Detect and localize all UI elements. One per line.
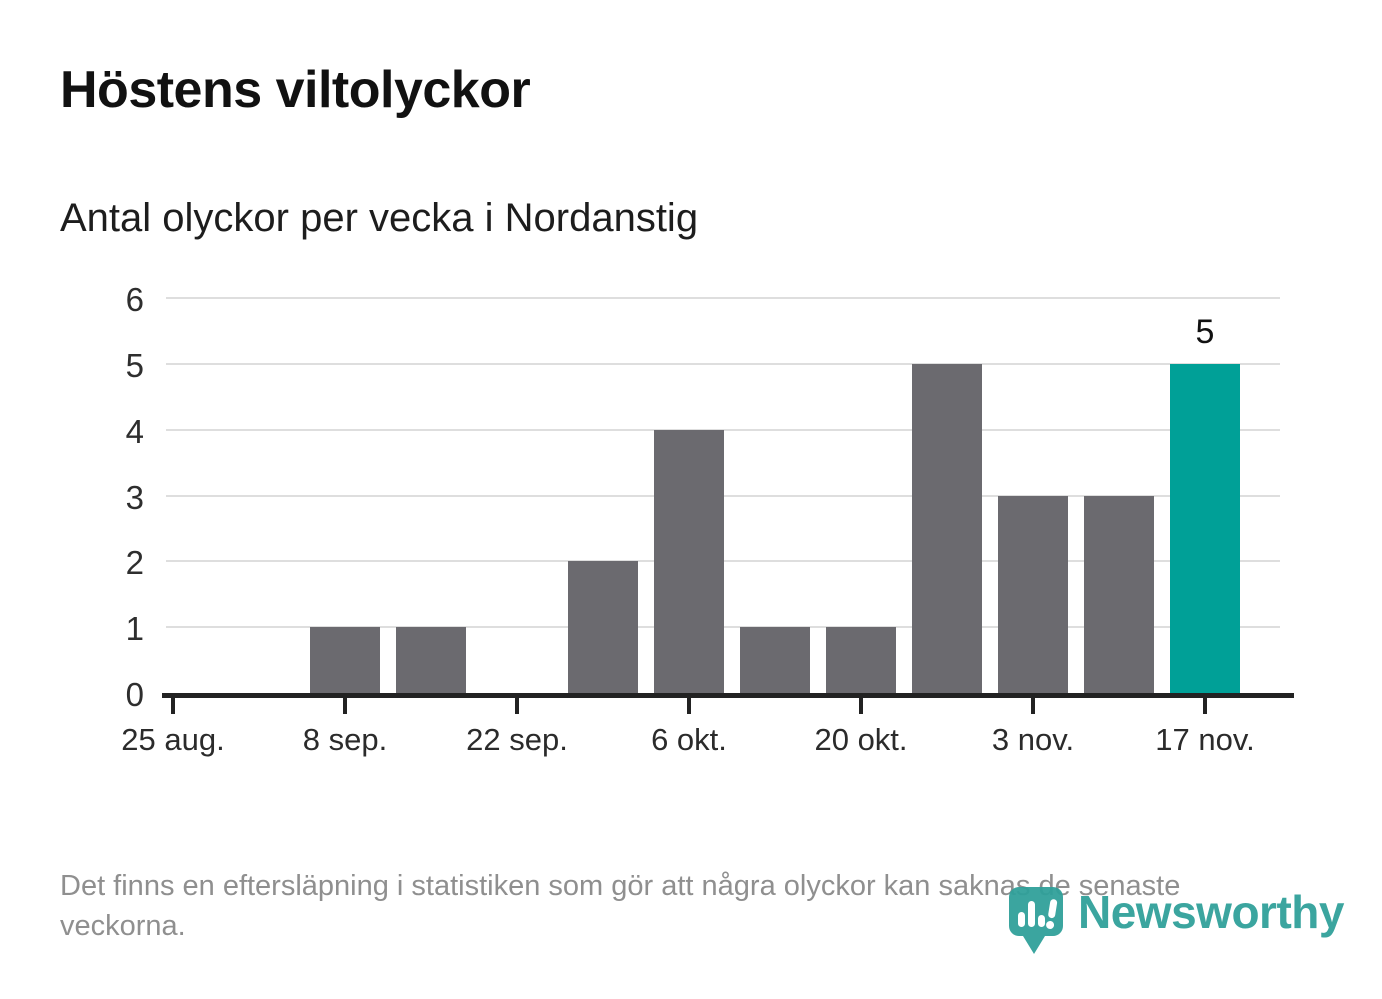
chart-subtitle: Antal olyckor per vecka i Nordanstig (60, 196, 699, 240)
newsworthy-logo: Newsworthy (1008, 886, 1344, 956)
bar (740, 627, 810, 693)
x-axis-label-3: 22 sep. (466, 722, 568, 757)
x-axis-label-5: 20 okt. (814, 722, 908, 757)
y-axis-label-0: 0 (125, 676, 144, 713)
chart-title: Höstens viltolyckor (60, 61, 531, 119)
y-axis-label-1: 1 (125, 610, 144, 648)
footnote: Det finns en eftersläpning i statistiken… (60, 870, 1181, 943)
gridline-y-6 (166, 297, 1280, 299)
bar-highlighted (1170, 363, 1240, 693)
x-axis-label-1: 25 aug. (121, 722, 225, 757)
x-axis-line (162, 693, 1294, 698)
newsworthy-logo-text: Newsworthy (1078, 886, 1344, 938)
bar (568, 561, 638, 693)
x-axis-label-2: 8 sep. (302, 722, 388, 757)
x-axis-label-4: 6 okt. (651, 722, 727, 757)
bar (826, 627, 896, 693)
y-axis-label-4: 4 (125, 412, 144, 450)
bar (912, 363, 982, 693)
x-axis-tick-2 (343, 698, 347, 714)
y-axis-label-2: 2 (125, 544, 144, 582)
y-axis-label-3: 3 (125, 478, 144, 516)
x-axis-tick-1 (171, 698, 175, 714)
x-axis-tick-4 (687, 698, 691, 714)
bar (396, 627, 466, 693)
newsworthy-logo-icon (1009, 887, 1063, 954)
bar (998, 495, 1068, 693)
y-axis-label-6: 6 (125, 281, 144, 318)
bar-value-label: 5 (1195, 312, 1215, 351)
bar (310, 627, 380, 693)
x-axis-tick-5 (859, 698, 863, 714)
x-axis-tick-7 (1203, 698, 1207, 714)
bar (654, 429, 724, 693)
x-axis-label-6: 3 nov. (991, 722, 1075, 757)
y-axis-label-5: 5 (125, 346, 144, 384)
x-axis-tick-3 (515, 698, 519, 714)
x-axis-tick-6 (1031, 698, 1035, 714)
gridline-y-5 (166, 362, 1280, 365)
x-axis-label-7: 17 nov. (1155, 722, 1255, 757)
bar (1084, 495, 1154, 693)
